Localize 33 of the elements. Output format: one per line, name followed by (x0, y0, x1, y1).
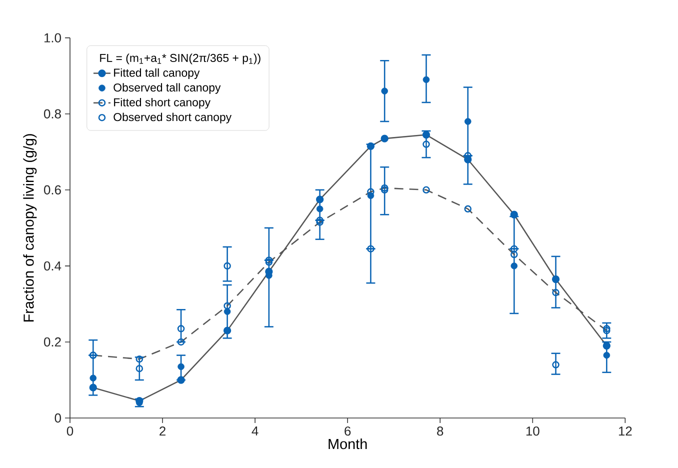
x-axis-title: Month (328, 438, 367, 450)
y-tick-label: 0.4 (44, 261, 62, 271)
x-tick-label: 6 (344, 426, 351, 436)
legend-label: Fitted short canopy (114, 98, 211, 109)
point (367, 245, 374, 252)
point (316, 216, 324, 224)
y-tick-label: 0.2 (44, 337, 61, 347)
point (265, 256, 273, 264)
point (510, 245, 518, 252)
point (510, 262, 518, 270)
point (224, 308, 231, 315)
y-tick-label: 1.0 (44, 33, 61, 42)
legend-label: Observed short canopy (114, 112, 232, 124)
legend-label: Fitted tall canopy (114, 68, 200, 80)
y-tick-label: 0.6 (44, 185, 61, 194)
x-tick-label: 0 (66, 426, 74, 436)
x-tick-label: 4 (252, 426, 258, 436)
legend-title: FL = (m$_{1}$+a$_{1}$* SIN(2π/365 + p$_{1}$)) (100, 54, 260, 64)
x-tick-label: 10 (526, 426, 540, 436)
point (316, 206, 324, 212)
point (422, 76, 430, 84)
point (178, 363, 184, 370)
y-tick-label: 0 (54, 413, 61, 423)
x-tick-label: 12 (618, 426, 632, 436)
point (90, 374, 97, 382)
point (381, 88, 388, 94)
x-tick-label: 8 (437, 426, 444, 436)
point (464, 118, 472, 125)
point (603, 352, 610, 359)
x-tick-label: 2 (160, 426, 166, 436)
legend-label: Observed tall canopy (114, 83, 221, 94)
y-tick-label: 0.8 (44, 109, 61, 118)
y-axis-title: Fraction of canopy living (g/g) (23, 134, 37, 322)
